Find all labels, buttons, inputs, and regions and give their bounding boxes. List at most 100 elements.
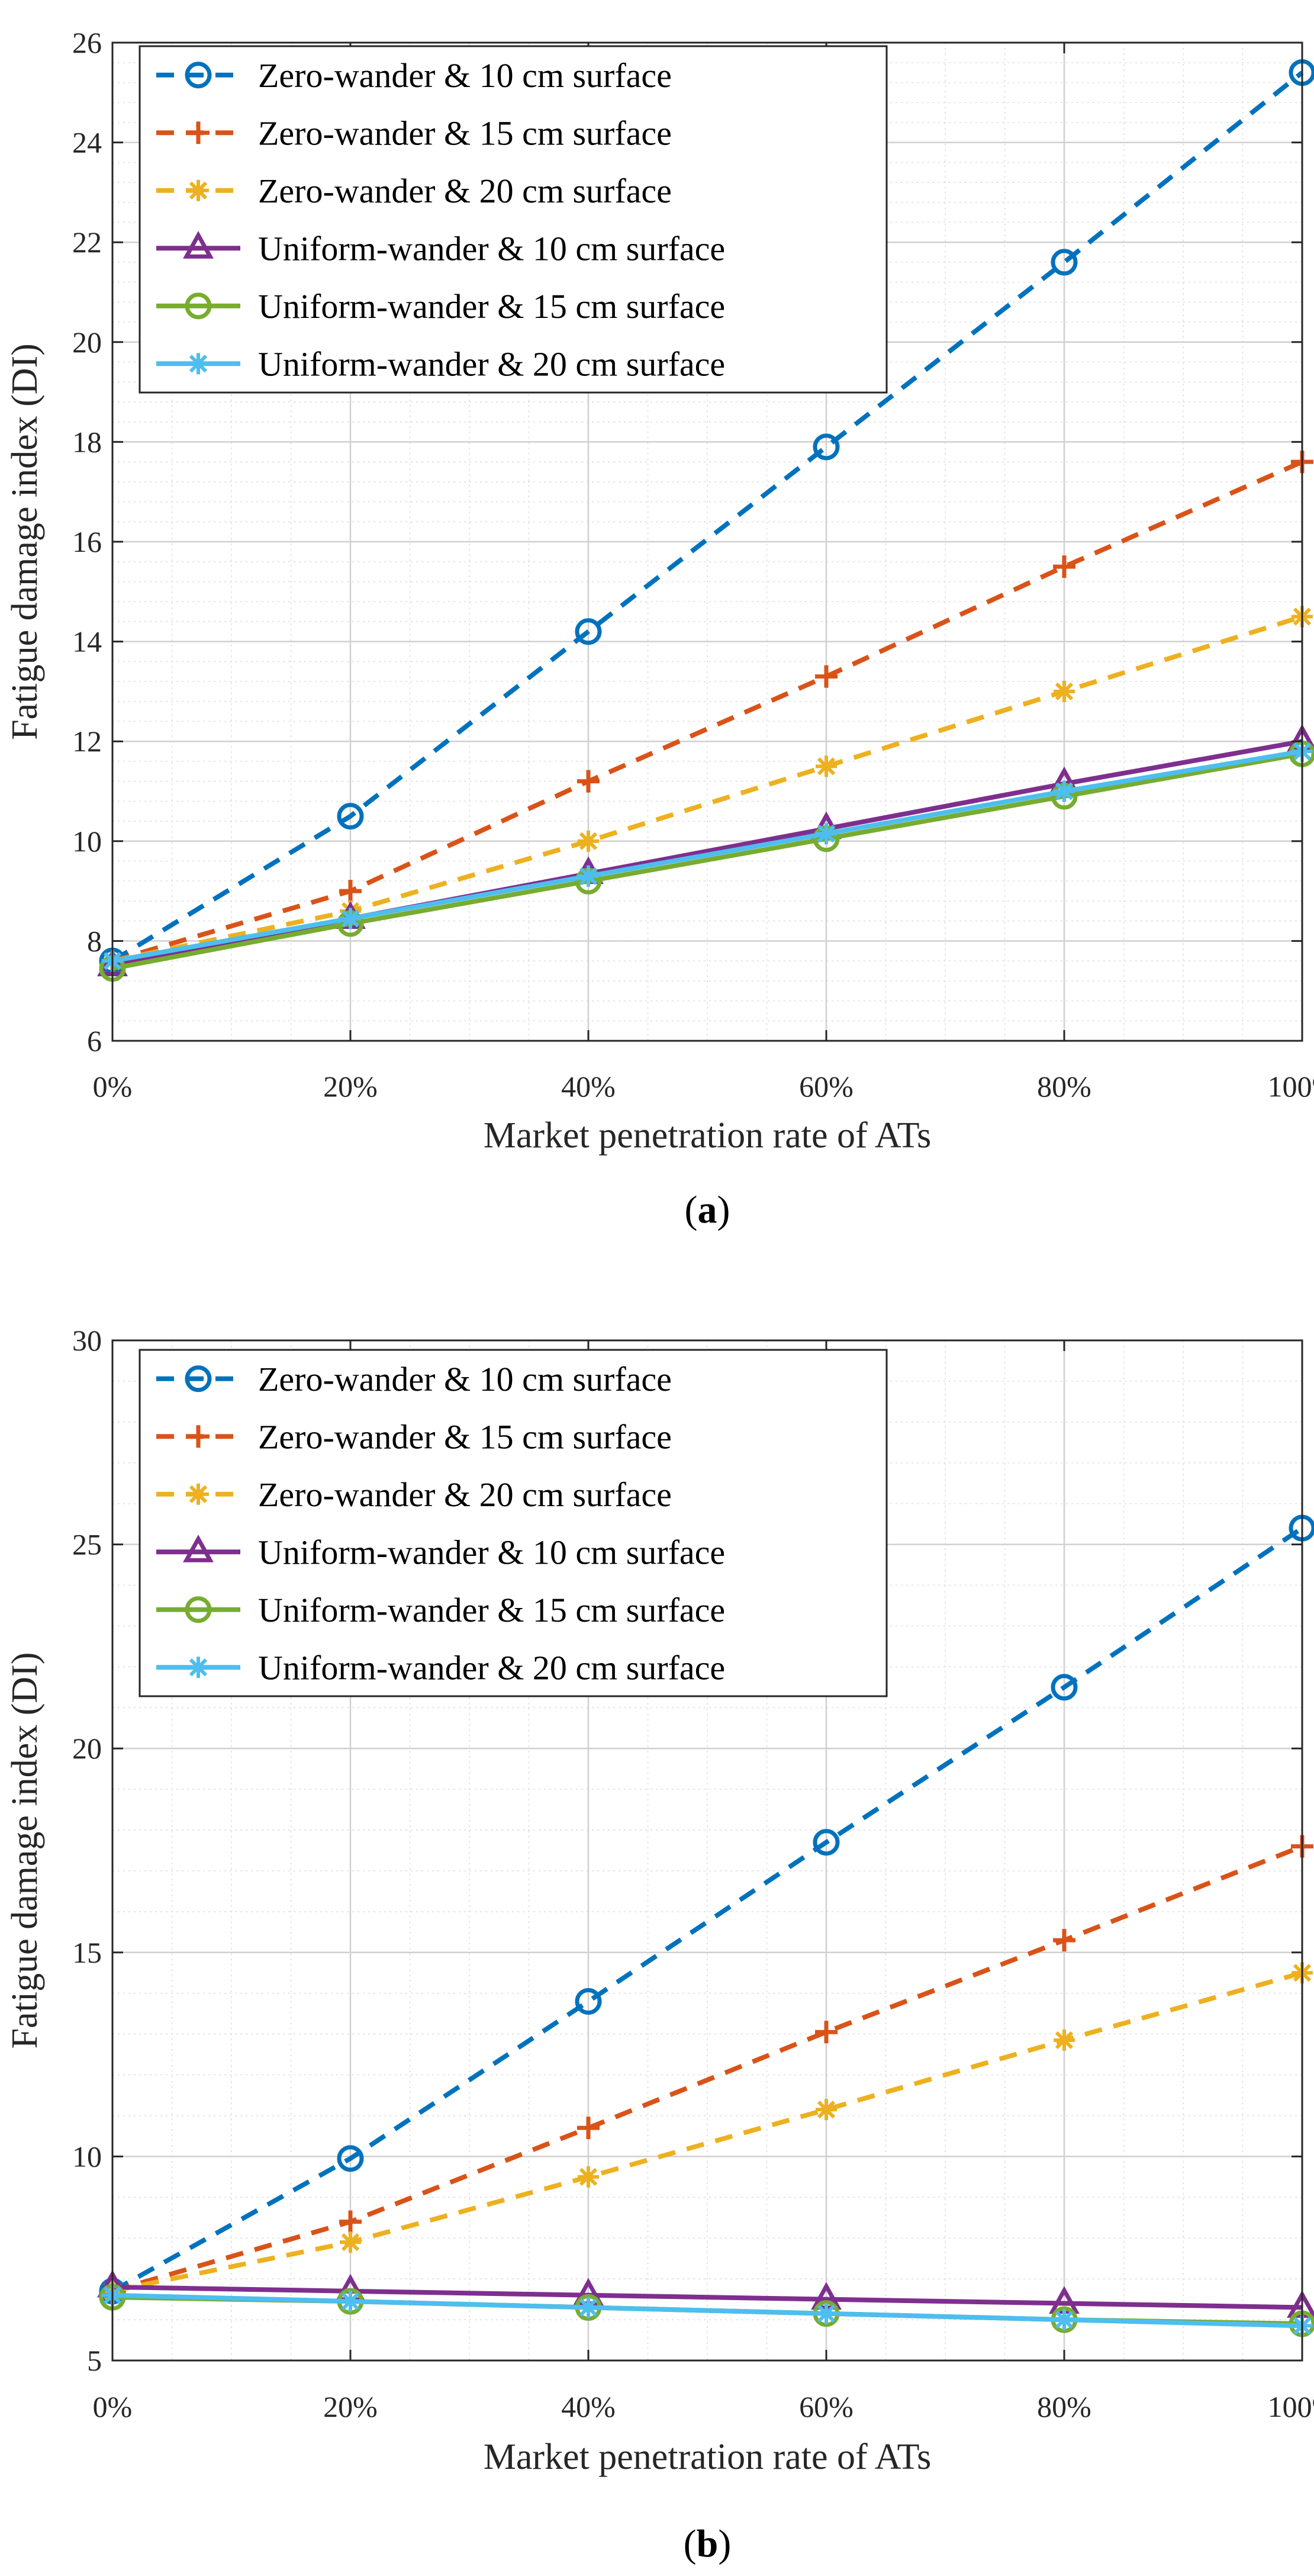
y-tick-label: 10	[72, 825, 102, 858]
legend-label: Zero-wander & 15 cm surface	[258, 1417, 672, 1456]
data-point-marker	[813, 1829, 840, 1856]
data-point-marker	[337, 2145, 364, 2172]
legend: Zero-wander & 10 cm surface Zero-wander &…	[139, 1349, 888, 1697]
x-tick-label: 20%	[323, 2390, 378, 2423]
legend-item-5: Uniform-wander & 15 cm surface	[156, 1591, 725, 1629]
data-point-marker	[1054, 2309, 1075, 2331]
data-point-marker	[339, 880, 362, 903]
x-tick-label: 100%	[1268, 2390, 1314, 2423]
data-point-marker	[816, 2099, 837, 2121]
data-point-marker	[340, 908, 361, 930]
data-point-marker	[816, 755, 837, 777]
legend-marker	[188, 1657, 209, 1678]
y-tick-label: 5	[87, 2344, 102, 2377]
x-tick-label: 0%	[93, 1070, 133, 1103]
y-tick-label: 18	[72, 425, 102, 458]
y-axis-label: Fatigue damage index (DI)	[5, 343, 45, 740]
data-point-marker	[1053, 555, 1075, 578]
data-point-marker	[815, 2021, 838, 2044]
y-tick-label: 14	[72, 625, 102, 658]
y-tick-label: 6	[87, 1024, 102, 1057]
legend-label: Uniform-wander & 10 cm surface	[258, 229, 725, 268]
y-tick-label: 22	[72, 226, 102, 259]
data-point-marker	[815, 665, 838, 688]
panel-label: (b)	[684, 2522, 732, 2565]
y-tick-label: 8	[87, 924, 102, 957]
series-line	[111, 459, 1303, 963]
data-point-marker	[1053, 1929, 1075, 1952]
y-tick-label: 16	[72, 525, 102, 558]
data-point-marker	[575, 618, 602, 645]
legend-label: Zero-wander & 20 cm surface	[258, 1475, 672, 1514]
x-tick-label: 60%	[799, 2390, 854, 2423]
x-tick-label: 20%	[323, 1070, 378, 1103]
legend-marker	[188, 353, 209, 375]
legend-marker	[185, 1365, 212, 1392]
legend-marker	[185, 62, 212, 89]
legend-label: Uniform-wander & 20 cm surface	[258, 345, 725, 383]
legend-label: Zero-wander & 10 cm surface	[258, 1360, 672, 1398]
data-point-marker	[813, 433, 840, 461]
x-tick-label: 80%	[1037, 2390, 1091, 2423]
legend-item-4: Uniform-wander & 10 cm surface	[156, 1533, 725, 1571]
data-point-marker	[577, 2117, 600, 2140]
legend-item-2: Zero-wander & 15 cm surface	[156, 114, 672, 152]
y-tick-label: 24	[72, 126, 102, 159]
legend-marker	[188, 179, 209, 201]
x-axis-label: Market penetration rate of ATs	[484, 1115, 932, 1156]
data-point-marker	[577, 770, 600, 793]
legend-item-3: Zero-wander & 20 cm surface	[156, 1475, 672, 1514]
data-point-marker	[1051, 1674, 1078, 1701]
x-tick-label: 100%	[1268, 1070, 1314, 1103]
legend-box	[139, 45, 888, 394]
legend-label: Uniform-wander & 15 cm surface	[258, 1591, 725, 1629]
y-tick-label: 15	[72, 1936, 102, 1969]
legend-item-5: Uniform-wander & 15 cm surface	[156, 287, 725, 326]
legend-item-4: Uniform-wander & 10 cm surface	[156, 229, 725, 268]
data-point-marker	[816, 823, 837, 845]
x-tick-label: 80%	[1037, 1070, 1091, 1103]
series-line	[112, 751, 1303, 971]
data-point-marker	[1054, 780, 1075, 802]
legend-label: Zero-wander & 10 cm surface	[258, 56, 672, 95]
legend-box	[139, 1349, 888, 1697]
legend: Zero-wander & 10 cm surface Zero-wander &…	[139, 45, 888, 394]
y-tick-label: 10	[72, 2140, 102, 2173]
x-tick-label: 0%	[93, 2390, 133, 2423]
series-line	[111, 1844, 1303, 2294]
y-axis-label: Fatigue damage index (DI)	[5, 1652, 45, 2049]
legend-label: Uniform-wander & 20 cm surface	[258, 1648, 725, 1687]
data-point-marker	[578, 865, 599, 887]
x-tick-label: 60%	[799, 1070, 854, 1103]
legend-label: Uniform-wander & 15 cm surface	[258, 287, 725, 326]
panel-label: (a)	[685, 1188, 730, 1231]
series-line	[112, 2292, 1303, 2329]
data-point-marker	[578, 2166, 599, 2188]
data-point-marker	[1051, 249, 1078, 276]
series-line	[112, 2284, 1303, 2310]
data-point-marker	[339, 2210, 362, 2233]
legend-marker	[188, 1483, 209, 1505]
legend-marker	[183, 1535, 214, 1562]
data-point-marker	[1054, 680, 1075, 702]
legend-label: Uniform-wander & 10 cm surface	[258, 1533, 725, 1571]
legend-marker	[183, 231, 214, 259]
chart-panel-b: 5 10 15 20 25 30 0% 20% 40% 60% 80% 100% Market pene…	[5, 1324, 1314, 2565]
y-tick-label: 20	[72, 326, 102, 359]
data-point-marker	[337, 803, 364, 830]
legend-marker	[185, 1596, 212, 1623]
data-point-marker	[340, 2291, 361, 2313]
chart-panel-a: 6 8 10 12 14 16 18 20 22 24 26 0% 20% 40% 60% 80% 100% Ma…	[5, 26, 1314, 1231]
legend-marker	[187, 1425, 210, 1448]
legend-item-6: Uniform-wander & 20 cm surface	[156, 1648, 725, 1687]
legend-item-1: Zero-wander & 10 cm surface	[156, 56, 672, 95]
legend-marker	[185, 292, 212, 320]
data-point-marker	[578, 830, 599, 852]
y-tick-label: 26	[72, 26, 102, 59]
x-axis-label: Market penetration rate of ATs	[484, 2437, 932, 2477]
x-tick-label: 40%	[561, 1070, 616, 1103]
y-tick-label: 25	[72, 1528, 102, 1561]
legend-marker	[187, 121, 210, 144]
legend-item-3: Zero-wander & 20 cm surface	[156, 172, 672, 210]
